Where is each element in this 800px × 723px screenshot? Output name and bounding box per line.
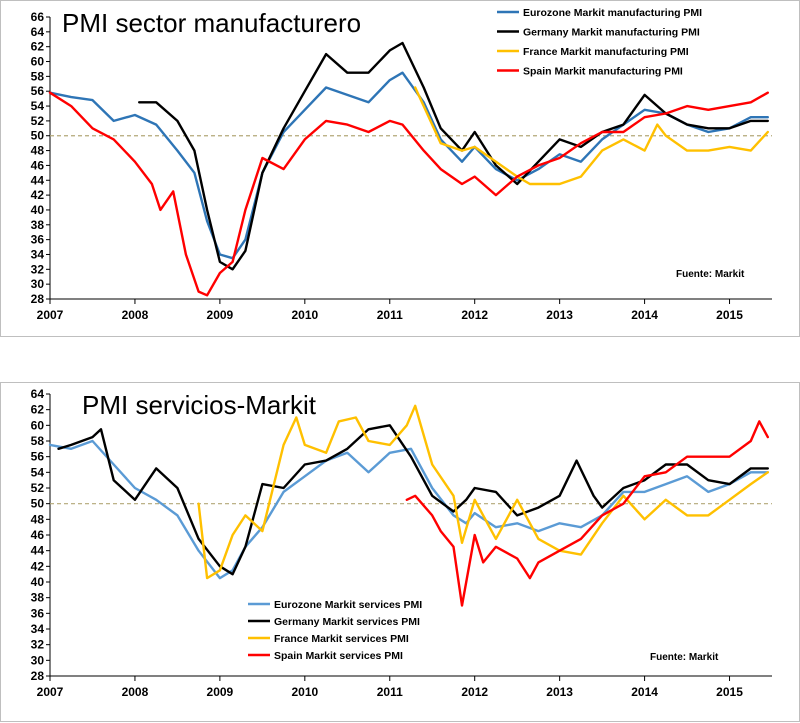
x-tick-label: 2010 (291, 685, 318, 699)
legend-label: Spain Markit manufacturing PMI (523, 66, 683, 78)
y-tick-label: 30 (31, 277, 45, 291)
x-axis: 2007 2008 2009 2010 2011 2012 2013 2014 2015 (37, 299, 743, 322)
y-tick-label: 44 (31, 173, 45, 187)
y-tick-label: 64 (31, 387, 45, 401)
series-line (414, 86, 769, 186)
y-tick-label: 60 (31, 418, 45, 432)
x-tick-label: 2011 (377, 685, 403, 699)
x-tick-label: 2008 (122, 685, 149, 699)
legend-label: Spain Markit services PMI (274, 650, 403, 662)
y-tick-label: 64 (31, 25, 45, 39)
y-tick-label: 46 (31, 528, 45, 542)
y-tick-label: 42 (31, 559, 45, 573)
series-lines (48, 404, 769, 607)
chart-title: PMI servicios-Markit (82, 390, 317, 420)
series-line (137, 41, 769, 271)
series-lines (48, 41, 769, 297)
legend: Eurozone Markit manufacturing PMI Germany… (497, 7, 702, 78)
x-tick-label: 2015 (716, 308, 743, 322)
y-tick-label: 30 (31, 653, 45, 667)
manufacturing-pmi-chart: 2830323436384042444648505254565860626466… (0, 0, 800, 337)
y-tick-label: 54 (31, 465, 45, 479)
y-tick-label: 50 (31, 129, 45, 143)
y-tick-label: 40 (31, 575, 45, 589)
legend-label: Eurozone Markit manufacturing PMI (523, 7, 702, 19)
x-tick-label: 2011 (377, 308, 403, 322)
y-tick-label: 62 (31, 40, 45, 54)
y-tick-label: 48 (31, 512, 45, 526)
axis-lines (49, 394, 772, 677)
x-tick-label: 2013 (546, 308, 573, 322)
y-tick-label: 36 (31, 233, 45, 247)
series-line (48, 71, 769, 260)
x-tick-label: 2012 (461, 685, 488, 699)
x-tick-label: 2008 (122, 308, 149, 322)
x-axis: 2007 2008 2009 2010 2011 2012 2013 2014 2015 (37, 676, 743, 699)
y-tick-label: 62 (31, 403, 45, 417)
y-tick-label: 58 (31, 69, 45, 83)
y-tick-label: 38 (31, 591, 45, 605)
y-tick-label: 46 (31, 158, 45, 172)
y-tick-label: 48 (31, 144, 45, 158)
y-tick-label: 28 (31, 292, 45, 306)
x-tick-label: 2013 (546, 685, 573, 699)
y-tick-label: 56 (31, 450, 45, 464)
legend: Eurozone Markit services PMI Germany Mark… (248, 599, 422, 662)
y-tick-label: 32 (31, 262, 45, 276)
source-note: Fuente: Markit (650, 652, 719, 663)
series-line (197, 404, 769, 580)
y-tick-label: 28 (31, 669, 45, 683)
y-tick-label: 58 (31, 434, 45, 448)
legend-label: Germany Markit services PMI (274, 616, 420, 628)
y-tick-label: 56 (31, 84, 45, 98)
y-tick-label: 44 (31, 544, 45, 558)
y-tick-label: 54 (31, 99, 45, 113)
x-tick-label: 2014 (631, 685, 658, 699)
series-line (57, 424, 769, 576)
x-tick-label: 2012 (461, 308, 488, 322)
chart-title: PMI sector manufacturero (62, 8, 361, 38)
y-tick-label: 34 (31, 247, 45, 261)
x-tick-label: 2010 (291, 308, 318, 322)
y-tick-label: 52 (31, 481, 45, 495)
legend-label: France Markit services PMI (274, 633, 409, 645)
legend-label: France Markit manufacturing PMI (523, 46, 689, 58)
y-tick-label: 40 (31, 203, 45, 217)
y-tick-label: 34 (31, 622, 45, 636)
source-note: Fuente: Markit (676, 269, 745, 280)
x-tick-label: 2009 (207, 308, 234, 322)
x-tick-label: 2014 (631, 308, 658, 322)
y-tick-label: 66 (31, 10, 45, 24)
x-tick-label: 2009 (207, 685, 234, 699)
series-line (48, 439, 769, 580)
y-tick-label: 50 (31, 497, 45, 511)
legend-label: Eurozone Markit services PMI (274, 599, 422, 611)
y-tick-label: 32 (31, 638, 45, 652)
y-tick-label: 52 (31, 114, 45, 128)
y-tick-label: 60 (31, 55, 45, 69)
series-line (405, 420, 769, 607)
axis-lines (49, 17, 772, 300)
y-tick-label: 38 (31, 218, 45, 232)
chart-border (0, 0, 800, 337)
x-tick-label: 2007 (37, 685, 64, 699)
legend-label: Germany Markit manufacturing PMI (523, 27, 700, 39)
y-tick-label: 36 (31, 606, 45, 620)
series-line (48, 91, 769, 297)
x-tick-label: 2015 (716, 685, 743, 699)
y-tick-label: 42 (31, 188, 45, 202)
x-tick-label: 2007 (37, 308, 64, 322)
